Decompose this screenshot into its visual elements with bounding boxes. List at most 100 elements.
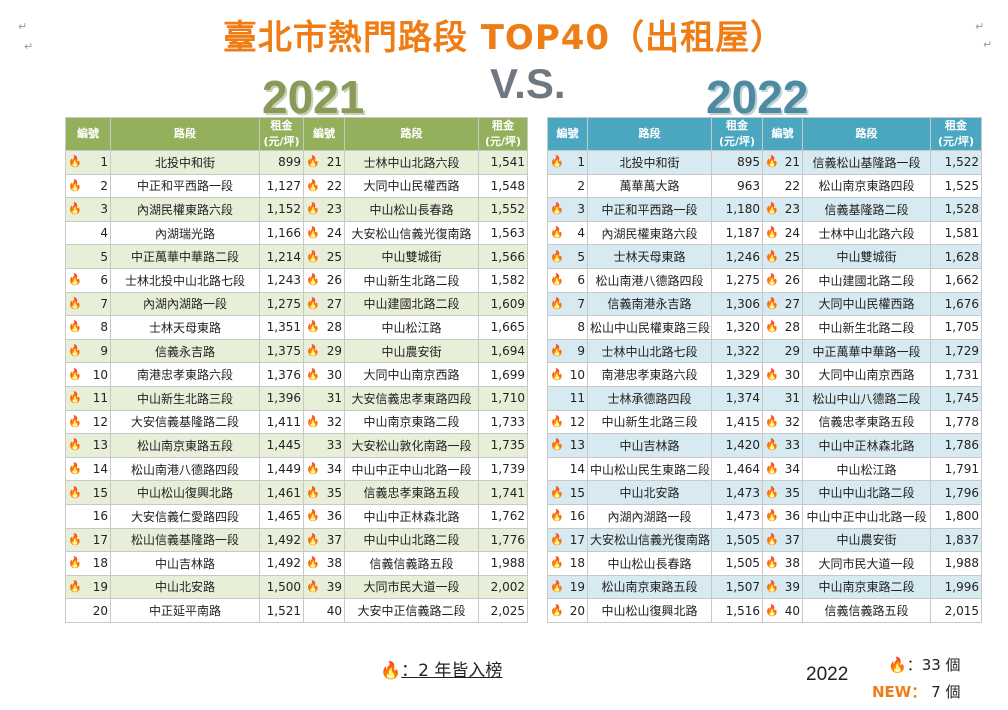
rank-number: 29 xyxy=(326,344,342,359)
road-name: 中山新生北路三段 xyxy=(110,385,260,411)
rent-value: 1,800 xyxy=(930,503,982,529)
rank-number: 20 xyxy=(92,603,108,618)
rank-cell: 🔥 23 xyxy=(762,197,803,222)
rank-cell: 🔥 28 xyxy=(762,315,803,340)
rank-number: 17 xyxy=(92,532,108,547)
rank-cell: 🔥 26 xyxy=(303,267,345,293)
rank-cell: 🔥 7 xyxy=(65,291,111,317)
rank-cell: 🔥 40 xyxy=(762,598,803,623)
rank-cell: 🔥 19 xyxy=(65,574,111,600)
road-name: 中山北安路 xyxy=(587,480,712,505)
rank-number: 32 xyxy=(784,414,800,429)
rank-cell: 🔥 11 xyxy=(65,385,111,411)
flame-icon: 🔥 xyxy=(550,603,564,617)
rent-value: 1,492 xyxy=(259,527,304,553)
flame-icon: 🔥 xyxy=(550,579,564,593)
road-name: 內湖內湖路一段 xyxy=(587,503,712,529)
road-name: 松山中山八德路二段 xyxy=(802,385,931,411)
table-row: 11 士林承德路四段 1,374 31 松山中山八德路二段 1,745 xyxy=(547,385,982,411)
road-name: 內湖內湖路一段 xyxy=(110,291,260,317)
road-name: 中山中山北路二段 xyxy=(802,480,931,505)
rent-value: 1,322 xyxy=(711,338,763,364)
road-name: 中山中正林森北路 xyxy=(344,503,479,529)
flame-icon: 🔥 xyxy=(306,296,320,310)
rank-number: 26 xyxy=(326,273,342,288)
flame-icon: 🔥 xyxy=(68,296,82,310)
rank-cell: 31 xyxy=(303,385,345,411)
rank-cell: 🔥 30 xyxy=(762,362,803,387)
rank-cell: 🔥 3 xyxy=(65,197,111,222)
header-rent: 租金 (元/坪) xyxy=(711,117,763,151)
year-2022-heading: 2022 xyxy=(706,71,809,123)
flame-icon: 🔥 xyxy=(765,603,779,617)
road-name: 信義信義路五段 xyxy=(344,551,479,576)
rank-number: 32 xyxy=(326,414,342,429)
table-row: 14 中山松山民生東路二段 1,464 🔥 34 中山松江路 1,791 xyxy=(547,456,982,482)
table-row: 🔥 7 信義南港永吉路 1,306 🔥 27 大同中山民權西路 1,676 xyxy=(547,291,982,317)
flame-icon: 🔥 xyxy=(306,155,320,169)
table-row: 🔥 10 南港忠孝東路六段 1,329 🔥 30 大同中山南京西路 1,731 xyxy=(547,362,982,387)
rank-number: 37 xyxy=(784,532,800,547)
header-no: 編號 xyxy=(303,117,345,151)
rent-value: 1,796 xyxy=(930,480,982,505)
rank-number: 25 xyxy=(784,249,800,264)
table-row: 🔥 2 中正和平西路一段 1,127 🔥 22 大同中山民權西路 1,548 xyxy=(65,173,528,199)
rank-cell: 🔥 21 xyxy=(303,150,345,175)
table-row: 4 內湖瑞光路 1,166 🔥 24 大安松山信義光復南路 1,563 xyxy=(65,220,528,246)
rent-value: 1,180 xyxy=(711,197,763,222)
rent-value: 1,415 xyxy=(711,409,763,435)
flame-icon: 🔥 xyxy=(68,485,82,499)
rent-value: 1,411 xyxy=(259,409,304,435)
table-row: 🔥 11 中山新生北路三段 1,396 31 大安信義忠孝東路四段 1,710 xyxy=(65,385,528,411)
road-name: 中山松山民生東路二段 xyxy=(587,456,712,482)
rent-value: 1,461 xyxy=(259,480,304,505)
rent-value: 1,778 xyxy=(930,409,982,435)
new-label: NEW： xyxy=(872,683,927,701)
table-row: 🔥 8 士林天母東路 1,351 🔥 28 中山松江路 1,665 xyxy=(65,315,528,340)
rank-number: 19 xyxy=(569,579,585,594)
summary-year: 2022 xyxy=(806,664,849,685)
flame-icon: 🔥 xyxy=(306,485,320,499)
flame-icon: 🔥 xyxy=(765,296,779,310)
flame-icon: 🔥 xyxy=(68,579,82,593)
rank-number: 15 xyxy=(569,485,585,500)
rank-number: 23 xyxy=(784,202,800,217)
rent-value: 1,275 xyxy=(259,291,304,317)
rent-value: 1,329 xyxy=(711,362,763,387)
rent-value: 1,762 xyxy=(478,503,528,529)
rank-cell: 🔥 37 xyxy=(762,527,803,553)
rank-cell: 31 xyxy=(762,385,803,411)
road-name: 大安信義仁愛路四段 xyxy=(110,503,260,529)
rank-cell: 🔥 17 xyxy=(65,527,111,553)
rank-number: 28 xyxy=(326,320,342,335)
table-row: 🔥 6 士林北投中山北路七段 1,243 🔥 26 中山新生北路二段 1,582 xyxy=(65,267,528,293)
rank-number: 11 xyxy=(569,391,585,406)
flame-icon: 🔥 xyxy=(306,462,320,476)
road-name: 大安松山敦化南路一段 xyxy=(344,433,479,458)
rank-cell: 🔥 28 xyxy=(303,315,345,340)
rank-number: 1 xyxy=(577,155,585,170)
page-title: 臺北市熱門路段 TOP40（出租屋） xyxy=(222,18,786,58)
rank-number: 28 xyxy=(784,320,800,335)
corner-mark-tr2: ↵ xyxy=(983,38,993,51)
table-row: 🔥 18 中山吉林路 1,492 🔥 38 信義信義路五段 1,988 xyxy=(65,551,528,576)
rank-cell: 🔥 14 xyxy=(65,456,111,482)
table-row: 🔥 13 中山吉林路 1,420 🔥 33 中山中正林森北路 1,786 xyxy=(547,433,982,458)
rank-number: 6 xyxy=(100,273,108,288)
rank-cell: 🔥 4 xyxy=(547,220,588,246)
rank-number: 35 xyxy=(784,485,800,500)
rent-value: 1,609 xyxy=(478,291,528,317)
road-name: 信義忠孝東路五段 xyxy=(802,409,931,435)
rank-number: 30 xyxy=(784,367,800,382)
rank-number: 4 xyxy=(100,226,108,241)
flame-icon: 🔥 xyxy=(306,344,320,358)
road-name: 內湖民權東路六段 xyxy=(110,197,260,222)
road-name: 大安松山信義光復南路 xyxy=(587,527,712,553)
rank-cell: 🔥 32 xyxy=(303,409,345,435)
flame-icon: 🔥 xyxy=(306,273,320,287)
road-name: 內湖民權東路六段 xyxy=(587,220,712,246)
rank-number: 22 xyxy=(784,178,800,193)
road-name: 大安松山信義光復南路 xyxy=(344,220,479,246)
rank-number: 20 xyxy=(569,603,585,618)
road-name: 大同市民大道一段 xyxy=(344,574,479,600)
